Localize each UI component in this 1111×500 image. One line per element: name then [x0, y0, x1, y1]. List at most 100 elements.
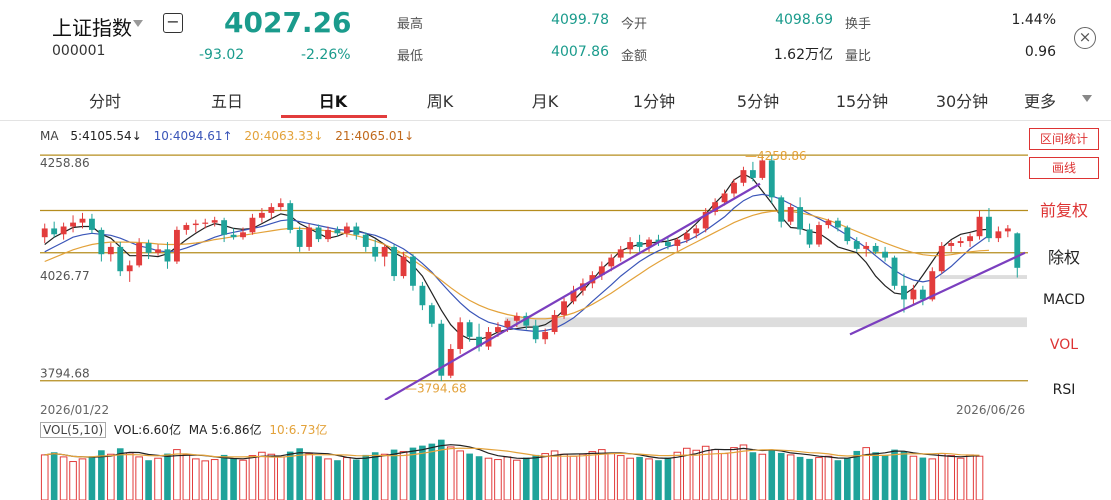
candle — [1014, 233, 1021, 268]
candle — [749, 170, 756, 178]
candle — [315, 227, 322, 240]
volume-bar — [59, 456, 68, 500]
tab-5min[interactable]: 5分钟 — [736, 92, 780, 111]
tab-1min[interactable]: 1分钟 — [632, 92, 676, 111]
volume-bar — [98, 450, 105, 500]
trend-line — [849, 251, 1026, 336]
candle — [353, 226, 360, 235]
candle — [853, 241, 860, 249]
volume-bar — [815, 457, 823, 500]
volume-bar — [975, 455, 984, 500]
candle — [731, 182, 737, 194]
volume-bar — [78, 458, 87, 500]
volume-bar — [900, 451, 908, 500]
tab-intraday[interactable]: 分时 — [88, 92, 121, 111]
support-zone — [505, 317, 1027, 328]
tab-more[interactable]: 更多 — [1023, 92, 1056, 111]
candle — [410, 256, 416, 286]
volume-bar — [409, 447, 417, 500]
candle — [655, 239, 662, 243]
candle — [79, 218, 86, 223]
candle — [221, 220, 228, 235]
rsi-button[interactable]: RSI — [1052, 382, 1076, 398]
stat-label-open: 今开 — [621, 17, 648, 32]
tab-monthly-k[interactable]: 月K — [531, 92, 559, 111]
tab-15min[interactable]: 15分钟 — [835, 92, 889, 111]
candle — [919, 289, 926, 300]
candle — [995, 231, 1002, 239]
candle — [504, 320, 511, 328]
tab-weekly-k[interactable]: 周K — [426, 92, 454, 111]
candle — [976, 216, 983, 237]
candlestick-chart[interactable]: 4258.86 4026.77 3794.68 —4258.86 —3794.68 — [0, 140, 1030, 400]
vol-button[interactable]: VOL — [1049, 337, 1079, 353]
candle — [192, 223, 199, 226]
volume-bar — [305, 453, 313, 500]
candle — [608, 257, 615, 267]
candle — [872, 245, 879, 252]
candle — [636, 242, 643, 247]
candle — [391, 246, 398, 277]
volume-bar — [532, 454, 540, 500]
volume-bar — [777, 452, 785, 500]
volume-bar — [466, 453, 473, 500]
candle — [532, 325, 539, 340]
volume-bar — [503, 456, 512, 500]
range-stats-button[interactable]: 区间统计 — [1029, 128, 1099, 150]
volume-bar — [806, 458, 813, 500]
volume-bar — [891, 449, 898, 500]
volume-bar — [230, 458, 237, 500]
vol-title[interactable]: VOL(5,10) — [40, 422, 107, 438]
volume-bar — [909, 455, 918, 500]
candle — [89, 218, 95, 230]
volume-bar — [69, 461, 77, 500]
trend-line — [384, 182, 761, 400]
chevron-down-icon[interactable] — [133, 20, 143, 27]
chevron-down-icon[interactable] — [1082, 95, 1092, 102]
candle — [882, 251, 889, 258]
candle — [967, 236, 973, 242]
volume-bar — [334, 460, 341, 500]
volume-bar — [739, 444, 748, 500]
close-icon[interactable]: × — [1074, 27, 1096, 49]
volume-bar — [484, 457, 493, 500]
candle — [70, 222, 76, 227]
ma10-value: 10:4094.61↑ — [153, 129, 233, 143]
minus-icon[interactable]: − — [163, 13, 183, 33]
index-code: 000001 — [52, 43, 106, 59]
ma21-value: 21:4065.01↓ — [335, 129, 415, 143]
volume-chart[interactable] — [0, 437, 1030, 500]
candle — [287, 203, 294, 230]
candle — [816, 225, 822, 245]
volume-bar — [182, 454, 191, 500]
candle — [428, 305, 435, 324]
volume-bar — [40, 454, 49, 500]
forward-adjust-button[interactable]: 前复权 — [1039, 201, 1088, 220]
stat-value-turnover: 1.44% — [1011, 12, 1056, 28]
tab-five-day[interactable]: 五日 — [210, 92, 243, 111]
volume-bar — [701, 445, 710, 500]
candle — [155, 249, 161, 253]
volume-bar — [966, 454, 974, 500]
tab-30min[interactable]: 30分钟 — [935, 92, 989, 111]
index-name[interactable]: 上证指数 — [52, 16, 132, 40]
volume-bar — [541, 453, 549, 500]
current-price: 4027.26 — [224, 6, 352, 39]
draw-line-button[interactable]: 画线 — [1029, 157, 1099, 179]
candle — [457, 322, 464, 349]
volume-bar — [937, 453, 946, 500]
ex-rights-button[interactable]: 除权 — [1047, 248, 1080, 267]
volume-bar — [191, 458, 200, 500]
candle — [825, 220, 832, 226]
volume-bar — [664, 457, 672, 500]
period-tabs: 分时 五日 日K 周K 月K 1分钟 5分钟 15分钟 30分钟 更多 — [0, 82, 1111, 121]
candle — [948, 243, 955, 246]
vol-legend: VOL(5,10) VOL:6.60亿 MA 5:6.86亿 10:6.73亿 — [40, 421, 327, 438]
volume-bar — [50, 452, 58, 500]
tab-daily-k[interactable]: 日K — [318, 92, 348, 111]
stat-label-amount: 金额 — [621, 49, 648, 64]
macd-button[interactable]: MACD — [1043, 292, 1085, 308]
volume-bar — [437, 439, 445, 500]
stat-label-high: 最高 — [397, 17, 424, 32]
volume-bar — [276, 456, 285, 500]
